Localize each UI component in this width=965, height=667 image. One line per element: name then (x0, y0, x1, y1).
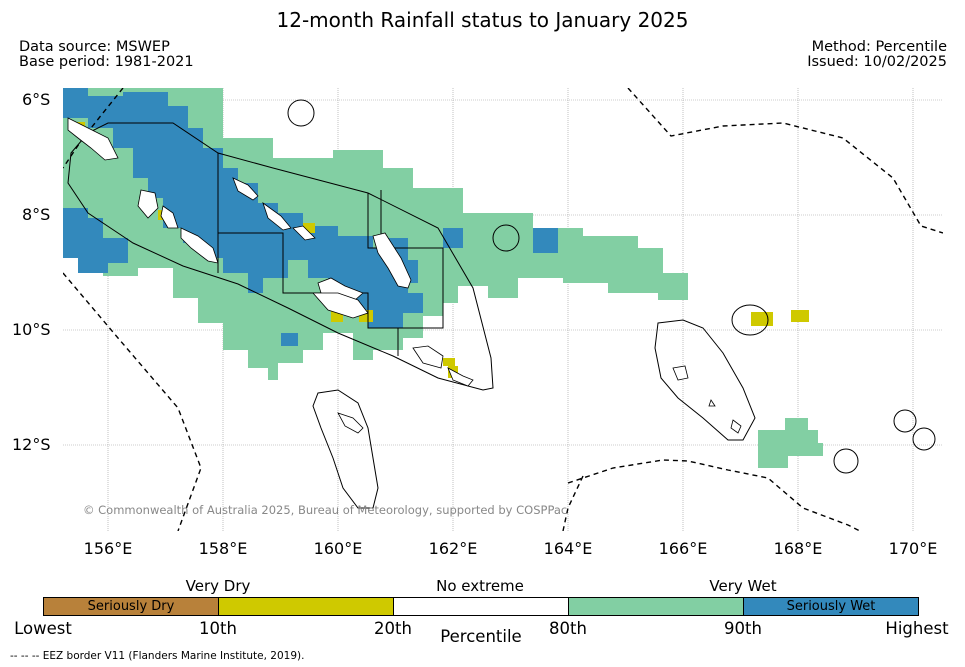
legend-tick-80th: 80th (549, 619, 587, 638)
legend-category-very-dry: Very Dry (185, 577, 251, 595)
legend-box-no-extreme (393, 597, 569, 616)
eez-footnote: -- -- -- EEZ border V11 (Flanders Marine… (10, 650, 305, 662)
lon-label-160e: 160°E (313, 539, 363, 558)
lat-label-8s: 8°S (22, 205, 51, 224)
copyright-notice: © Commonwealth of Australia 2025, Bureau… (83, 503, 568, 517)
legend-tick-highest: Highest (885, 619, 949, 638)
lon-label-166e: 166°E (658, 539, 708, 558)
legend-tick-20th: 20th (374, 619, 412, 638)
lon-label-156e: 156°E (83, 539, 133, 558)
legend-box-very-dry (218, 597, 394, 616)
legend-tick-lowest: Lowest (14, 619, 72, 638)
base-period: Base period: 1981-2021 (19, 54, 194, 70)
method: Method: Percentile (811, 39, 947, 55)
legend-box-seriously-dry: Seriously Dry (43, 597, 219, 616)
legend-box-very-wet (568, 597, 744, 616)
lon-label-168e: 168°E (773, 539, 823, 558)
map-title: 12-month Rainfall status to January 2025 (276, 8, 689, 32)
lat-label-6s: 6°S (22, 90, 51, 109)
legend-box-seriously-wet: Seriously Wet (743, 597, 919, 616)
legend-tick-90th: 90th (724, 619, 762, 638)
lon-label-158e: 158°E (198, 539, 248, 558)
legend-category-no-extreme: No extreme (436, 577, 524, 595)
data-source: Data source: MSWEP (19, 39, 170, 55)
islands (67, 117, 742, 434)
lat-label-12s: 12°S (12, 435, 51, 454)
rainfall-map (63, 88, 943, 531)
lon-label-170e: 170°E (888, 539, 938, 558)
seriously-wet-areas (63, 88, 558, 346)
lon-label-162e: 162°E (428, 539, 478, 558)
issued-date: Issued: 10/02/2025 (807, 54, 947, 70)
lon-label-164e: 164°E (543, 539, 593, 558)
legend-axis-label: Percentile (440, 627, 522, 646)
legend-tick-10th: 10th (199, 619, 237, 638)
legend-category-very-wet: Very Wet (709, 577, 777, 595)
lat-label-10s: 10°S (12, 320, 51, 339)
